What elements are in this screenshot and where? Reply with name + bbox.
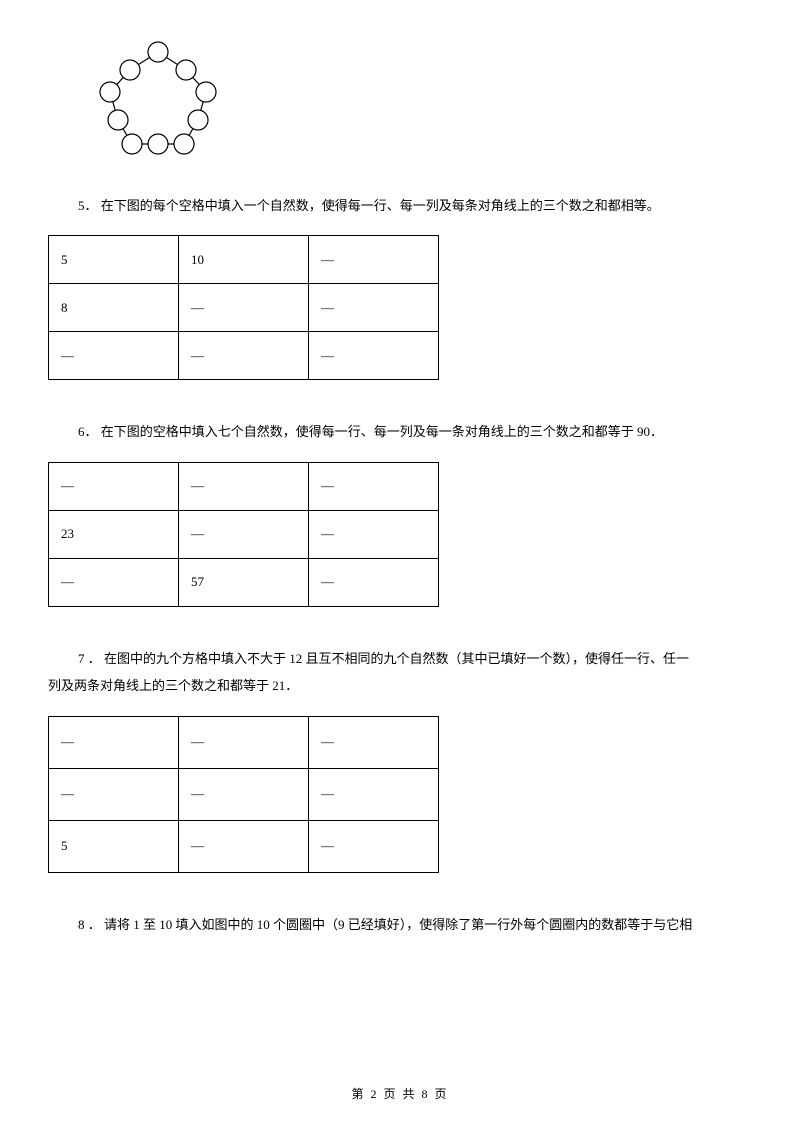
q6-cell-2-1: 57 xyxy=(179,558,309,606)
q7-number: 7 ． xyxy=(78,651,101,666)
q5-cell-0-2: — xyxy=(309,236,439,284)
q6-cell-1-0: 23 xyxy=(49,510,179,558)
question-6: 6． 在下图的空格中填入七个自然数，使得每一行、每一列及每一条对角线上的三个数之… xyxy=(78,420,752,443)
q6-number: 6． xyxy=(78,424,98,439)
q6-text: 在下图的空格中填入七个自然数，使得每一行、每一列及每一条对角线上的三个数之和都等… xyxy=(101,424,663,439)
q7-grid: — — — — — — 5 — — xyxy=(48,716,439,873)
q7-cell-0-0: — xyxy=(49,716,179,768)
q6-cell-0-0: — xyxy=(49,462,179,510)
q5-number: 5． xyxy=(78,198,98,213)
pentagon-ring-diagram xyxy=(88,40,752,164)
q8-number: 8 ． xyxy=(78,917,101,932)
q6-cell-2-0: — xyxy=(49,558,179,606)
q7-cell-1-1: — xyxy=(179,768,309,820)
q7-cell-0-1: — xyxy=(179,716,309,768)
q6-cell-2-2: — xyxy=(309,558,439,606)
question-5: 5． 在下图的每个空格中填入一个自然数，使得每一行、每一列及每条对角线上的三个数… xyxy=(78,194,752,217)
q7-cell-2-2: — xyxy=(309,820,439,872)
q7-cell-2-0: 5 xyxy=(49,820,179,872)
q5-cell-2-0: — xyxy=(49,332,179,380)
q7-text-line1: 在图中的九个方格中填入不大于 12 且互不相同的九个自然数（其中已填好一个数），… xyxy=(104,651,689,666)
q7-cell-2-1: — xyxy=(179,820,309,872)
q8-text: 请将 1 至 10 填入如图中的 10 个圆圈中（9 已经填好），使得除了第一行… xyxy=(104,917,692,932)
q5-cell-1-2: — xyxy=(309,284,439,332)
q7-text-line2: 列及两条对角线上的三个数之和都等于 21． xyxy=(48,678,298,693)
pentagon-svg xyxy=(88,40,228,160)
q5-cell-2-2: — xyxy=(309,332,439,380)
question-7: 7 ． 在图中的九个方格中填入不大于 12 且互不相同的九个自然数（其中已填好一… xyxy=(78,647,752,670)
q6-cell-1-1: — xyxy=(179,510,309,558)
q5-cell-1-0: 8 xyxy=(49,284,179,332)
q5-text: 在下图的每个空格中填入一个自然数，使得每一行、每一列及每条对角线上的三个数之和都… xyxy=(101,198,660,213)
question-8: 8 ． 请将 1 至 10 填入如图中的 10 个圆圈中（9 已经填好），使得除… xyxy=(78,913,752,936)
q5-cell-0-1: 10 xyxy=(179,236,309,284)
q6-cell-0-2: — xyxy=(309,462,439,510)
footer-text: 第 2 页 共 8 页 xyxy=(351,1087,448,1101)
q5-cell-0-0: 5 xyxy=(49,236,179,284)
q5-cell-1-1: — xyxy=(179,284,309,332)
q5-cell-2-1: — xyxy=(179,332,309,380)
q6-cell-0-1: — xyxy=(179,462,309,510)
question-7-line2: 列及两条对角线上的三个数之和都等于 21． xyxy=(48,674,752,697)
q7-cell-0-2: — xyxy=(309,716,439,768)
q5-grid: 5 10 — 8 — — — — — xyxy=(48,235,439,380)
q7-cell-1-2: — xyxy=(309,768,439,820)
q6-cell-1-2: — xyxy=(309,510,439,558)
page-footer: 第 2 页 共 8 页 xyxy=(0,1085,800,1102)
q7-cell-1-0: — xyxy=(49,768,179,820)
q6-grid: — — — 23 — — — 57 — xyxy=(48,462,439,607)
